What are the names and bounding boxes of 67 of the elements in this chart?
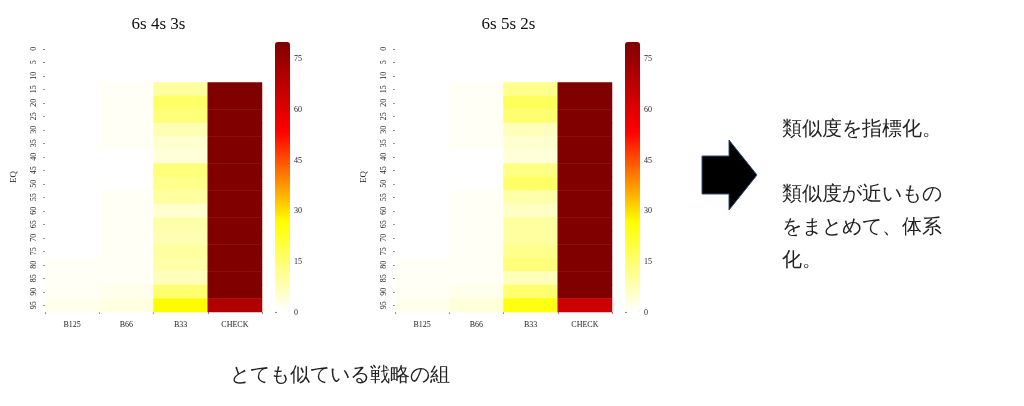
y-tick-label: 0 — [28, 46, 38, 51]
y-tick-label: 55 — [28, 193, 38, 202]
color-bar-label: 0 — [644, 307, 648, 317]
y-tick-label: 75 — [378, 247, 388, 256]
y-tick-label: 55 — [378, 193, 388, 202]
text: 類似度を指標化。 — [782, 115, 943, 142]
y-tick-label: 20 — [378, 98, 388, 107]
color-bar-label: 45 — [644, 155, 652, 165]
y-tick-label: 35 — [378, 139, 388, 148]
x-tick-label: B66 — [119, 319, 134, 329]
text: 類似度が近いものをまとめて、体系化。 — [782, 180, 943, 273]
x-tick-label: B125 — [413, 319, 431, 329]
y-tick-label: 5 — [28, 60, 38, 65]
x-tick-label: B33 — [523, 319, 538, 329]
y-tick-label: 25 — [378, 112, 388, 121]
y-tick-label: 10 — [28, 71, 38, 80]
y-tick-label: 95 — [28, 301, 38, 310]
color-bar-label: 75 — [294, 54, 302, 64]
color-bar-label: 45 — [294, 155, 302, 165]
y-tick-label: 50 — [28, 179, 38, 188]
y-tick-label: 85 — [378, 274, 388, 283]
y-tick-label: 45 — [28, 166, 38, 175]
y-tick-label: 40 — [378, 152, 388, 161]
color-bar-label: 15 — [644, 256, 652, 266]
x-tick-label: B66 — [469, 319, 484, 329]
y-tick-label: 10 — [378, 71, 388, 80]
color-bar-label: 15 — [294, 256, 302, 266]
x-tick-label: CHECK — [221, 319, 249, 329]
y-tick-label: 5 — [378, 60, 388, 65]
y-tick-label: 15 — [378, 85, 388, 94]
y-tick-label: 35 — [28, 139, 38, 148]
y-tick-label: 70 — [378, 233, 388, 242]
y-tick-label: 30 — [378, 125, 388, 134]
color-bar-label: 60 — [644, 105, 652, 114]
y-tick-label: 70 — [28, 233, 38, 242]
y-tick-label: 40 — [28, 152, 38, 161]
y-tick-label: 20 — [28, 98, 38, 107]
y-tick-label: 60 — [28, 206, 38, 215]
chart-title: 6s 4s 3s — [131, 14, 186, 33]
y-tick-label: 30 — [28, 125, 38, 134]
color-bar-label: 75 — [644, 54, 652, 64]
chart-title: 6s 5s 2s — [481, 14, 536, 33]
y-tick-label: 95 — [378, 301, 388, 310]
y-tick-label: 80 — [378, 260, 388, 269]
x-tick-label: CHECK — [571, 319, 599, 329]
y-tick-label: 75 — [28, 247, 38, 256]
y-axis-title: EQ — [7, 170, 18, 183]
y-tick-label: 80 — [28, 260, 38, 269]
x-tick-label: B33 — [173, 319, 188, 329]
y-tick-label: 15 — [28, 85, 38, 94]
y-tick-label: 90 — [378, 287, 388, 296]
color-bar-label: 60 — [294, 105, 302, 114]
x-tick-label: B125 — [63, 319, 81, 329]
y-tick-label: 0 — [378, 46, 388, 51]
y-tick-label: 65 — [378, 220, 388, 229]
y-tick-label: 85 — [28, 274, 38, 283]
y-tick-label: 90 — [28, 287, 38, 296]
color-bar-label: 0 — [294, 307, 298, 317]
y-tick-label: 65 — [28, 220, 38, 229]
y-axis-title: EQ — [357, 170, 368, 183]
text: とても似ている戦略の組 — [229, 361, 451, 388]
y-tick-label: 25 — [28, 112, 38, 121]
y-tick-label: 45 — [378, 166, 388, 175]
y-tick-label: 50 — [378, 179, 388, 188]
y-tick-label: 60 — [378, 206, 388, 215]
color-bar-label: 30 — [294, 206, 302, 216]
color-bar-label: 30 — [644, 206, 652, 216]
